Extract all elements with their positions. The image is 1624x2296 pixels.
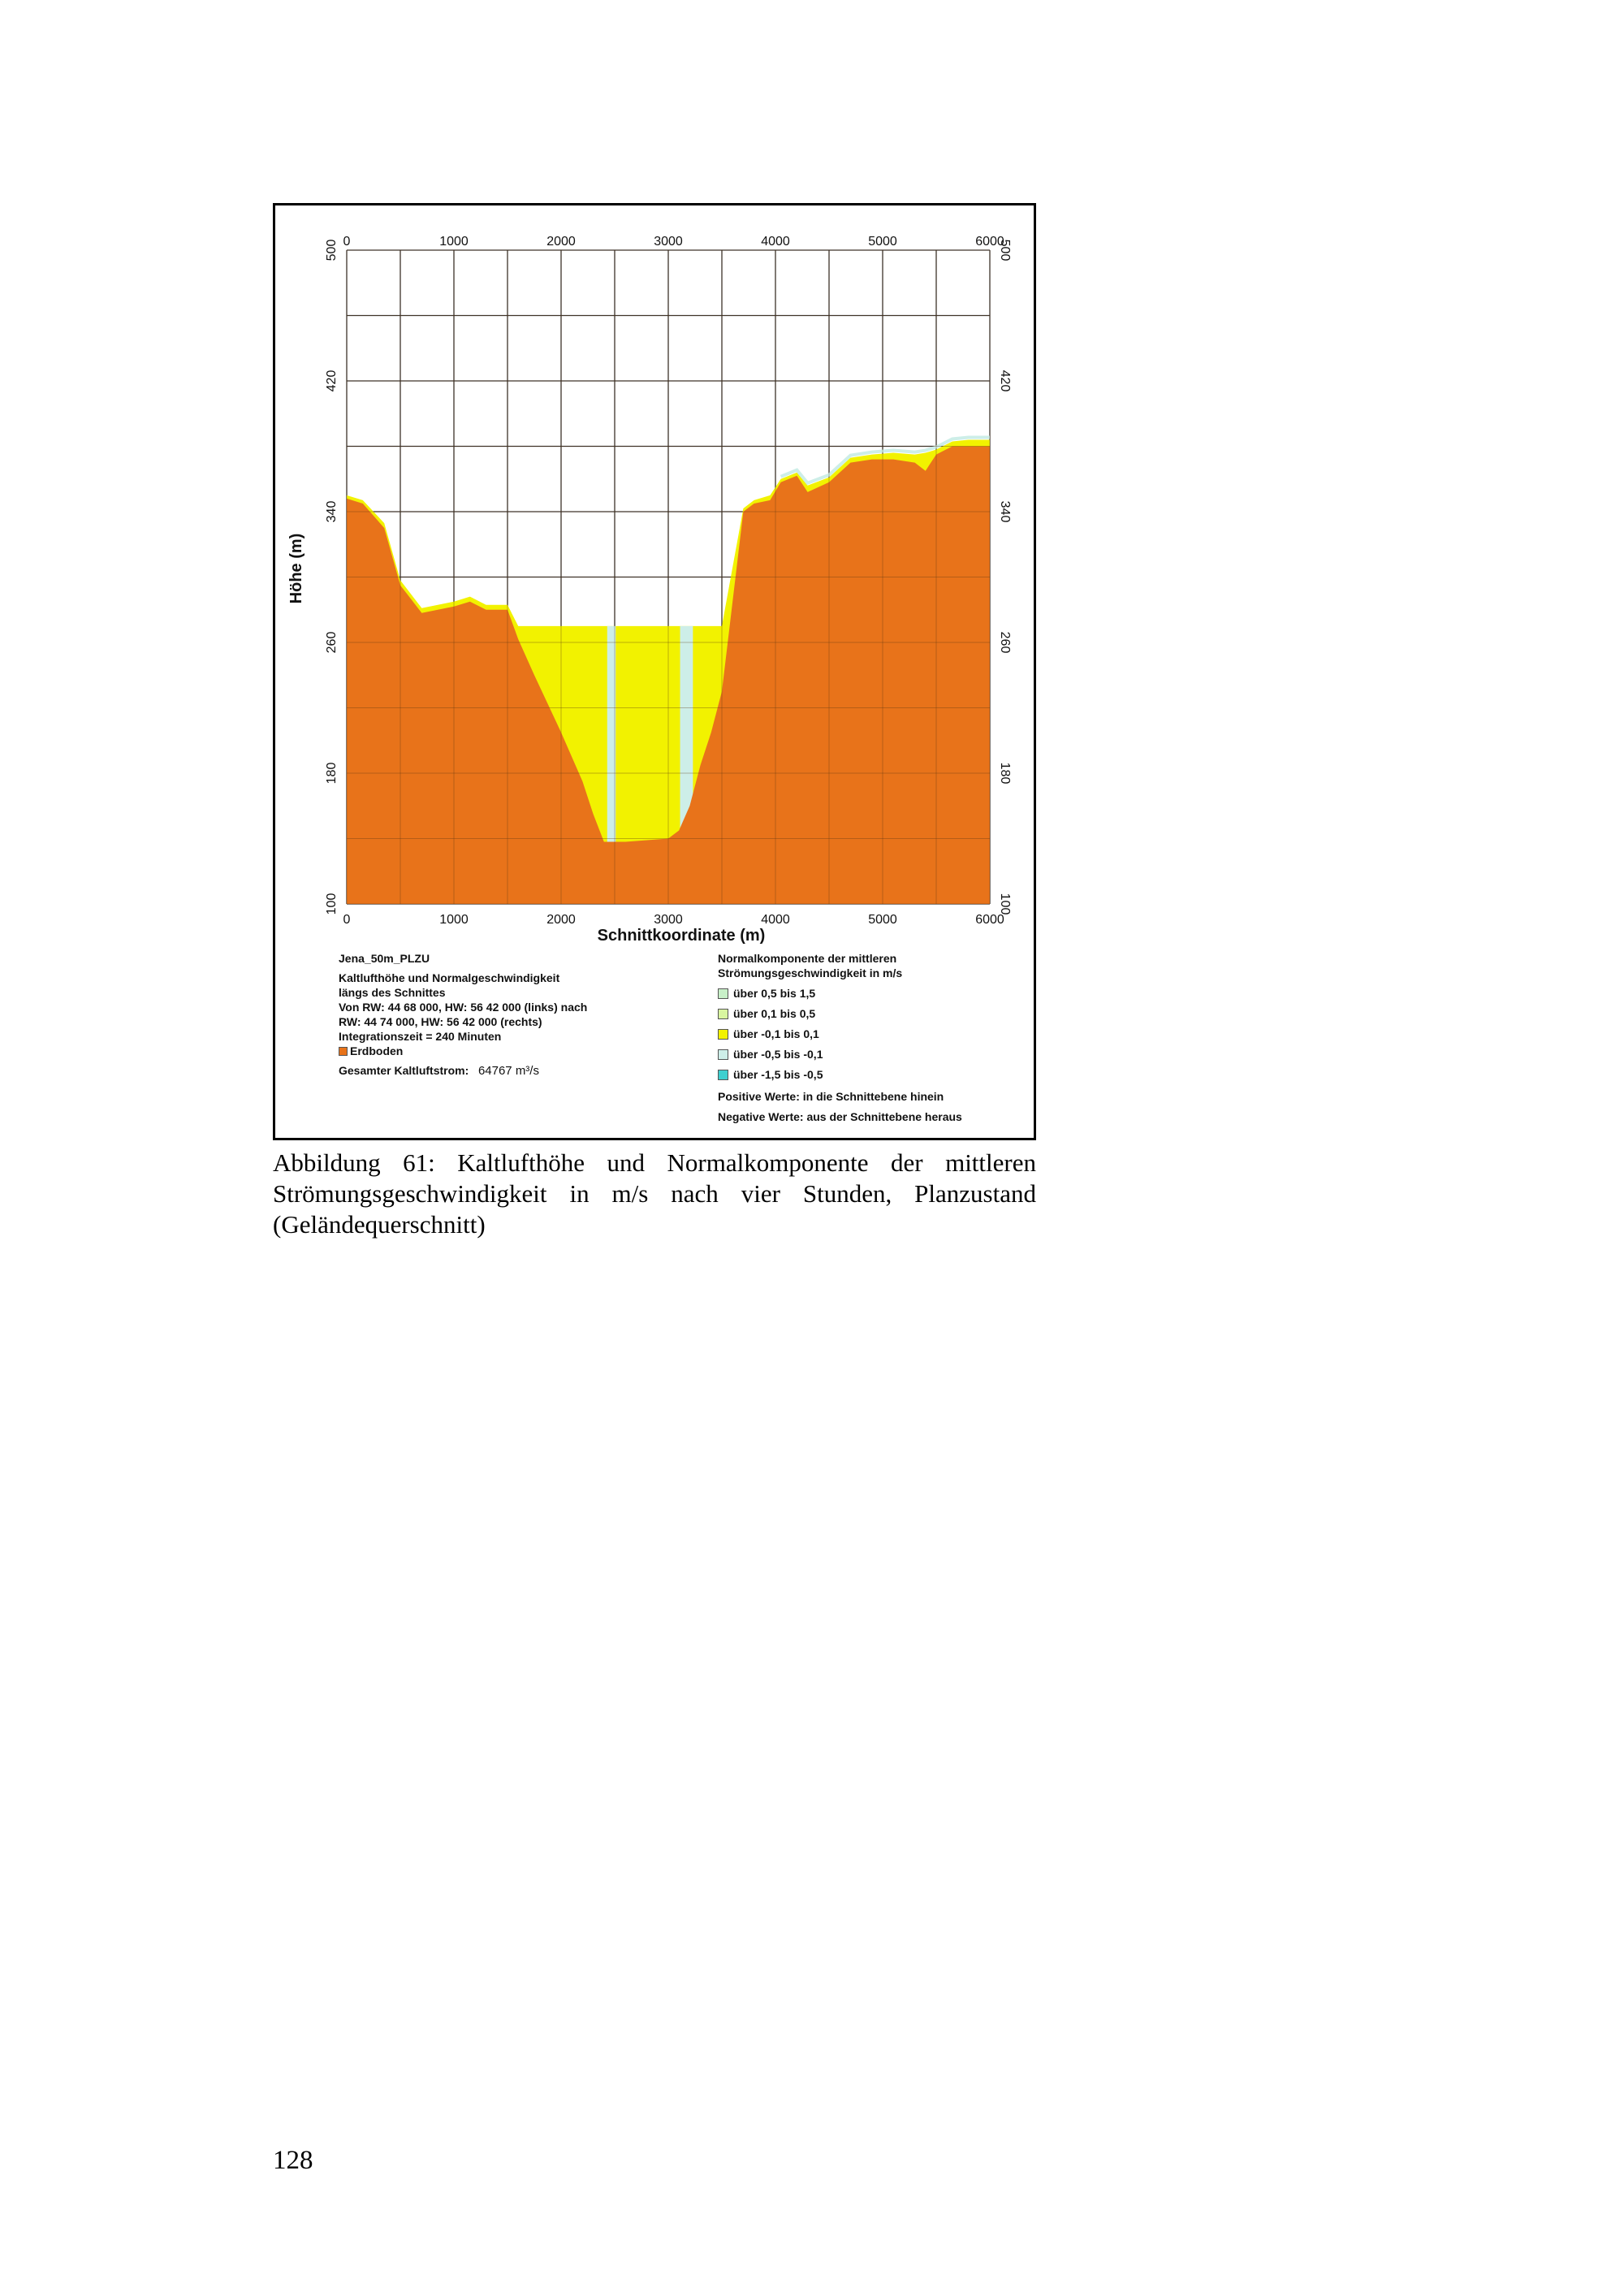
x-tick-label: 1000: [439, 913, 469, 927]
figure-frame: 0 0 1000 1000 2000 2000 3000 3000 4000 4000 5000 50…: [273, 203, 1036, 1140]
x-tick-label: 1000: [439, 235, 469, 249]
x-tick-label: 0: [343, 913, 351, 927]
y-tick-label: 340: [325, 501, 339, 523]
legend-label: über 0,1 bis 0,5: [733, 1007, 816, 1020]
legend-swatch: [718, 988, 728, 999]
x-tick-label: 2000: [546, 235, 576, 249]
x-tick-label: 5000: [868, 913, 897, 927]
legend-swatch: [718, 1070, 728, 1080]
legend-swatch: [718, 1029, 728, 1040]
y-tick-label: 260: [325, 632, 339, 654]
panel-title: Jena_50m_PLZU: [339, 952, 430, 965]
ground-area: [347, 446, 990, 904]
description-line: Von RW: 44 68 000, HW: 56 42 000 (links)…: [339, 1001, 588, 1014]
legend-item: über -1,5 bis -0,5: [718, 1065, 1026, 1085]
legend-swatch: [718, 1009, 728, 1019]
x-tick-label: 4000: [761, 235, 790, 249]
legend-item: über 0,1 bis 0,5: [718, 1004, 1026, 1024]
legend-item: über -0,5 bis -0,1: [718, 1044, 1026, 1065]
y-tick-label: 260: [998, 632, 1012, 654]
note-positive: Positive Werte: in die Schnittebene hine…: [718, 1090, 944, 1103]
note-negative: Negative Werte: aus der Schnittebene her…: [718, 1110, 962, 1123]
legend-label: über 0,5 bis 1,5: [733, 987, 816, 1000]
figure-caption: Abbildung 61: Kaltlufthöhe und Normalkom…: [273, 1148, 1036, 1239]
legend-title: Strömungsgeschwindigkeit in m/s: [718, 966, 903, 979]
legend-item: über 0,5 bis 1,5: [718, 984, 1026, 1004]
x-axis-label: Schnittkoordinate (m): [598, 927, 766, 945]
legend-title: Normalkomponente der mittleren: [718, 952, 897, 965]
legend-label: über -1,5 bis -0,5: [733, 1068, 823, 1081]
tick-labels: 0 0 1000 1000 2000 2000 3000 3000 4000 4000 5000 50…: [325, 235, 1012, 927]
y-axis-label: Höhe (m): [287, 534, 305, 604]
ground-label: Erdboden: [350, 1044, 404, 1057]
total-flow: Gesamter Kaltluftstrom: 64767 m³/s: [339, 1063, 680, 1079]
legend-swatch: [718, 1049, 728, 1060]
description-line: RW: 44 74 000, HW: 56 42 000 (rechts): [339, 1015, 542, 1028]
cross-section-chart: 0 0 1000 1000 2000 2000 3000 3000 4000 4000 5000 50…: [287, 235, 1012, 945]
y-tick-label: 180: [998, 763, 1012, 785]
description-line: Kaltlufthöhe und Normalgeschwindigkeit: [339, 971, 560, 984]
legend-items: über 0,5 bis 1,5 über 0,1 bis 0,5 über -0,…: [718, 984, 1026, 1085]
x-tick-label: 5000: [868, 235, 897, 249]
y-tick-label: 420: [998, 370, 1012, 392]
velocity-band: [607, 625, 616, 904]
y-tick-label: 500: [325, 240, 339, 262]
x-tick-label: 3000: [654, 235, 683, 249]
description-line: längs des Schnittes: [339, 986, 446, 999]
y-tick-label: 500: [998, 240, 1012, 262]
description-line: Integrationszeit = 240 Minuten: [339, 1030, 502, 1043]
y-tick-label: 340: [998, 501, 1012, 523]
legend-item: über -0,1 bis 0,1: [718, 1024, 1026, 1044]
legend-left: Jena_50m_PLZU Kaltlufthöhe und Normalges…: [339, 951, 680, 1079]
total-flow-label: Gesamter Kaltluftstrom:: [339, 1064, 469, 1077]
x-tick-label: 6000: [975, 235, 1004, 249]
total-flow-value: 64767 m³/s: [477, 1064, 539, 1078]
y-tick-label: 100: [325, 893, 339, 915]
x-tick-label: 2000: [546, 913, 576, 927]
y-tick-label: 420: [325, 370, 339, 392]
legend-right: Normalkomponente der mittleren Strömungs…: [718, 951, 1026, 1127]
ground-swatch: [339, 1047, 348, 1056]
y-tick-label: 100: [998, 893, 1012, 915]
legend-label: über -0,1 bis 0,1: [733, 1027, 819, 1040]
page-number: 128: [273, 2146, 313, 2175]
cold-air-fringe: [780, 435, 990, 486]
x-tick-label: 4000: [761, 913, 790, 927]
x-tick-label: 6000: [975, 913, 1004, 927]
chart-areas: [346, 249, 991, 905]
x-tick-label: 3000: [654, 913, 683, 927]
y-tick-label: 180: [325, 763, 339, 785]
x-tick-label: 0: [343, 235, 351, 249]
legend-label: über -0,5 bis -0,1: [733, 1048, 823, 1061]
ground-legend: Erdboden: [339, 1044, 680, 1058]
